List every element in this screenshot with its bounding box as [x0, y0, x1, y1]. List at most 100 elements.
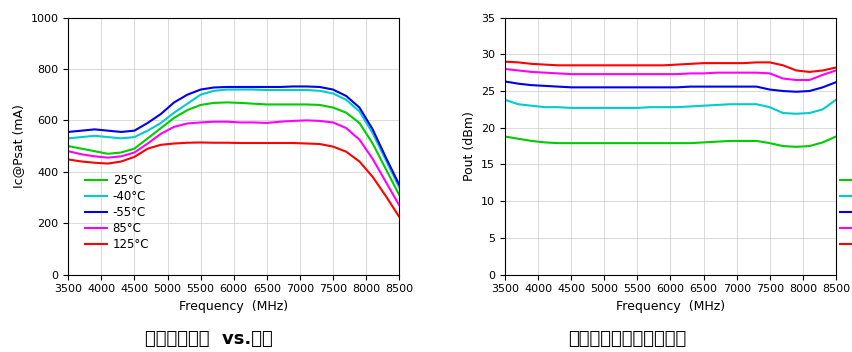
-40°C: [367, 131, 377, 136]
6dBm: [684, 71, 694, 76]
-40°C: [130, 135, 140, 139]
Line: -55°C: -55°C: [68, 87, 399, 185]
85°C: [354, 138, 364, 142]
85°C: [103, 156, 113, 160]
125°C: [341, 150, 351, 154]
6dBm: [816, 73, 826, 77]
85°C: [130, 150, 140, 155]
9dBm: [619, 63, 629, 68]
0dBm: [711, 103, 721, 107]
3dBm: [592, 85, 602, 89]
-40°C: [195, 93, 205, 97]
9dBm: [526, 62, 536, 66]
6dBm: [777, 76, 787, 81]
-55°C: [130, 128, 140, 133]
0dBm: [513, 102, 523, 106]
9dBm: [631, 63, 642, 68]
-40°C: [314, 89, 325, 93]
-40°C: [301, 88, 311, 92]
9dBm: [592, 63, 602, 68]
0dBm: [619, 106, 629, 110]
85°C: [262, 121, 272, 125]
9dBm: [499, 59, 509, 64]
Y-axis label: Pout (dBm): Pout (dBm): [462, 111, 475, 181]
9dBm: [724, 61, 734, 65]
0dBm: [698, 103, 708, 108]
125°C: [222, 141, 232, 145]
6dBm: [605, 72, 615, 76]
-5dBm: [552, 141, 562, 145]
3dBm: [751, 84, 761, 89]
25°C: [209, 101, 219, 105]
6dBm: [698, 71, 708, 76]
3dBm: [539, 84, 550, 88]
125°C: [327, 144, 337, 149]
125°C: [301, 142, 311, 146]
0dBm: [763, 105, 774, 109]
0dBm: [790, 112, 800, 116]
3dBm: [499, 79, 509, 83]
25°C: [63, 144, 73, 148]
3dBm: [579, 85, 589, 89]
25°C: [380, 167, 390, 171]
3dBm: [830, 80, 840, 84]
0dBm: [605, 106, 615, 110]
3dBm: [737, 84, 747, 89]
-5dBm: [684, 141, 694, 145]
Legend: -5dBm, 0dBm, 3dBm, 6dBm, 9dBm: -5dBm, 0dBm, 3dBm, 6dBm, 9dBm: [834, 170, 852, 256]
-55°C: [142, 121, 153, 125]
-55°C: [248, 85, 258, 89]
125°C: [367, 175, 377, 179]
-5dBm: [737, 139, 747, 143]
6dBm: [592, 72, 602, 76]
Legend: 25°C, -40°C, -55°C, 85°C, 125°C: 25°C, -40°C, -55°C, 85°C, 125°C: [81, 170, 153, 256]
0dBm: [803, 111, 814, 115]
0dBm: [671, 105, 682, 109]
9dBm: [751, 60, 761, 64]
-40°C: [63, 136, 73, 140]
-55°C: [235, 85, 245, 89]
-5dBm: [631, 141, 642, 145]
6dBm: [552, 71, 562, 76]
85°C: [169, 125, 179, 129]
125°C: [116, 159, 126, 164]
85°C: [235, 120, 245, 125]
0dBm: [645, 105, 655, 109]
25°C: [222, 100, 232, 105]
-5dBm: [830, 134, 840, 139]
9dBm: [658, 63, 668, 68]
-5dBm: [711, 139, 721, 144]
-40°C: [169, 111, 179, 115]
Line: 9dBm: 9dBm: [504, 62, 835, 72]
-55°C: [89, 127, 100, 132]
3dBm: [803, 89, 814, 93]
25°C: [301, 102, 311, 107]
25°C: [130, 146, 140, 151]
3dBm: [763, 87, 774, 92]
-5dBm: [803, 144, 814, 148]
0dBm: [526, 103, 536, 108]
0dBm: [552, 105, 562, 109]
0dBm: [777, 111, 787, 115]
-40°C: [341, 98, 351, 102]
-5dBm: [751, 139, 761, 143]
6dBm: [631, 72, 642, 76]
0dBm: [631, 106, 642, 110]
85°C: [89, 154, 100, 158]
3dBm: [566, 85, 576, 89]
3dBm: [513, 82, 523, 86]
85°C: [288, 119, 298, 123]
125°C: [169, 142, 179, 146]
9dBm: [777, 63, 787, 68]
Line: -5dBm: -5dBm: [504, 137, 835, 147]
125°C: [380, 194, 390, 198]
125°C: [77, 159, 87, 164]
25°C: [142, 136, 153, 140]
125°C: [89, 161, 100, 165]
6dBm: [579, 72, 589, 76]
Line: 85°C: 85°C: [68, 120, 399, 205]
9dBm: [566, 63, 576, 68]
-40°C: [222, 87, 232, 92]
0dBm: [737, 102, 747, 106]
25°C: [195, 103, 205, 107]
